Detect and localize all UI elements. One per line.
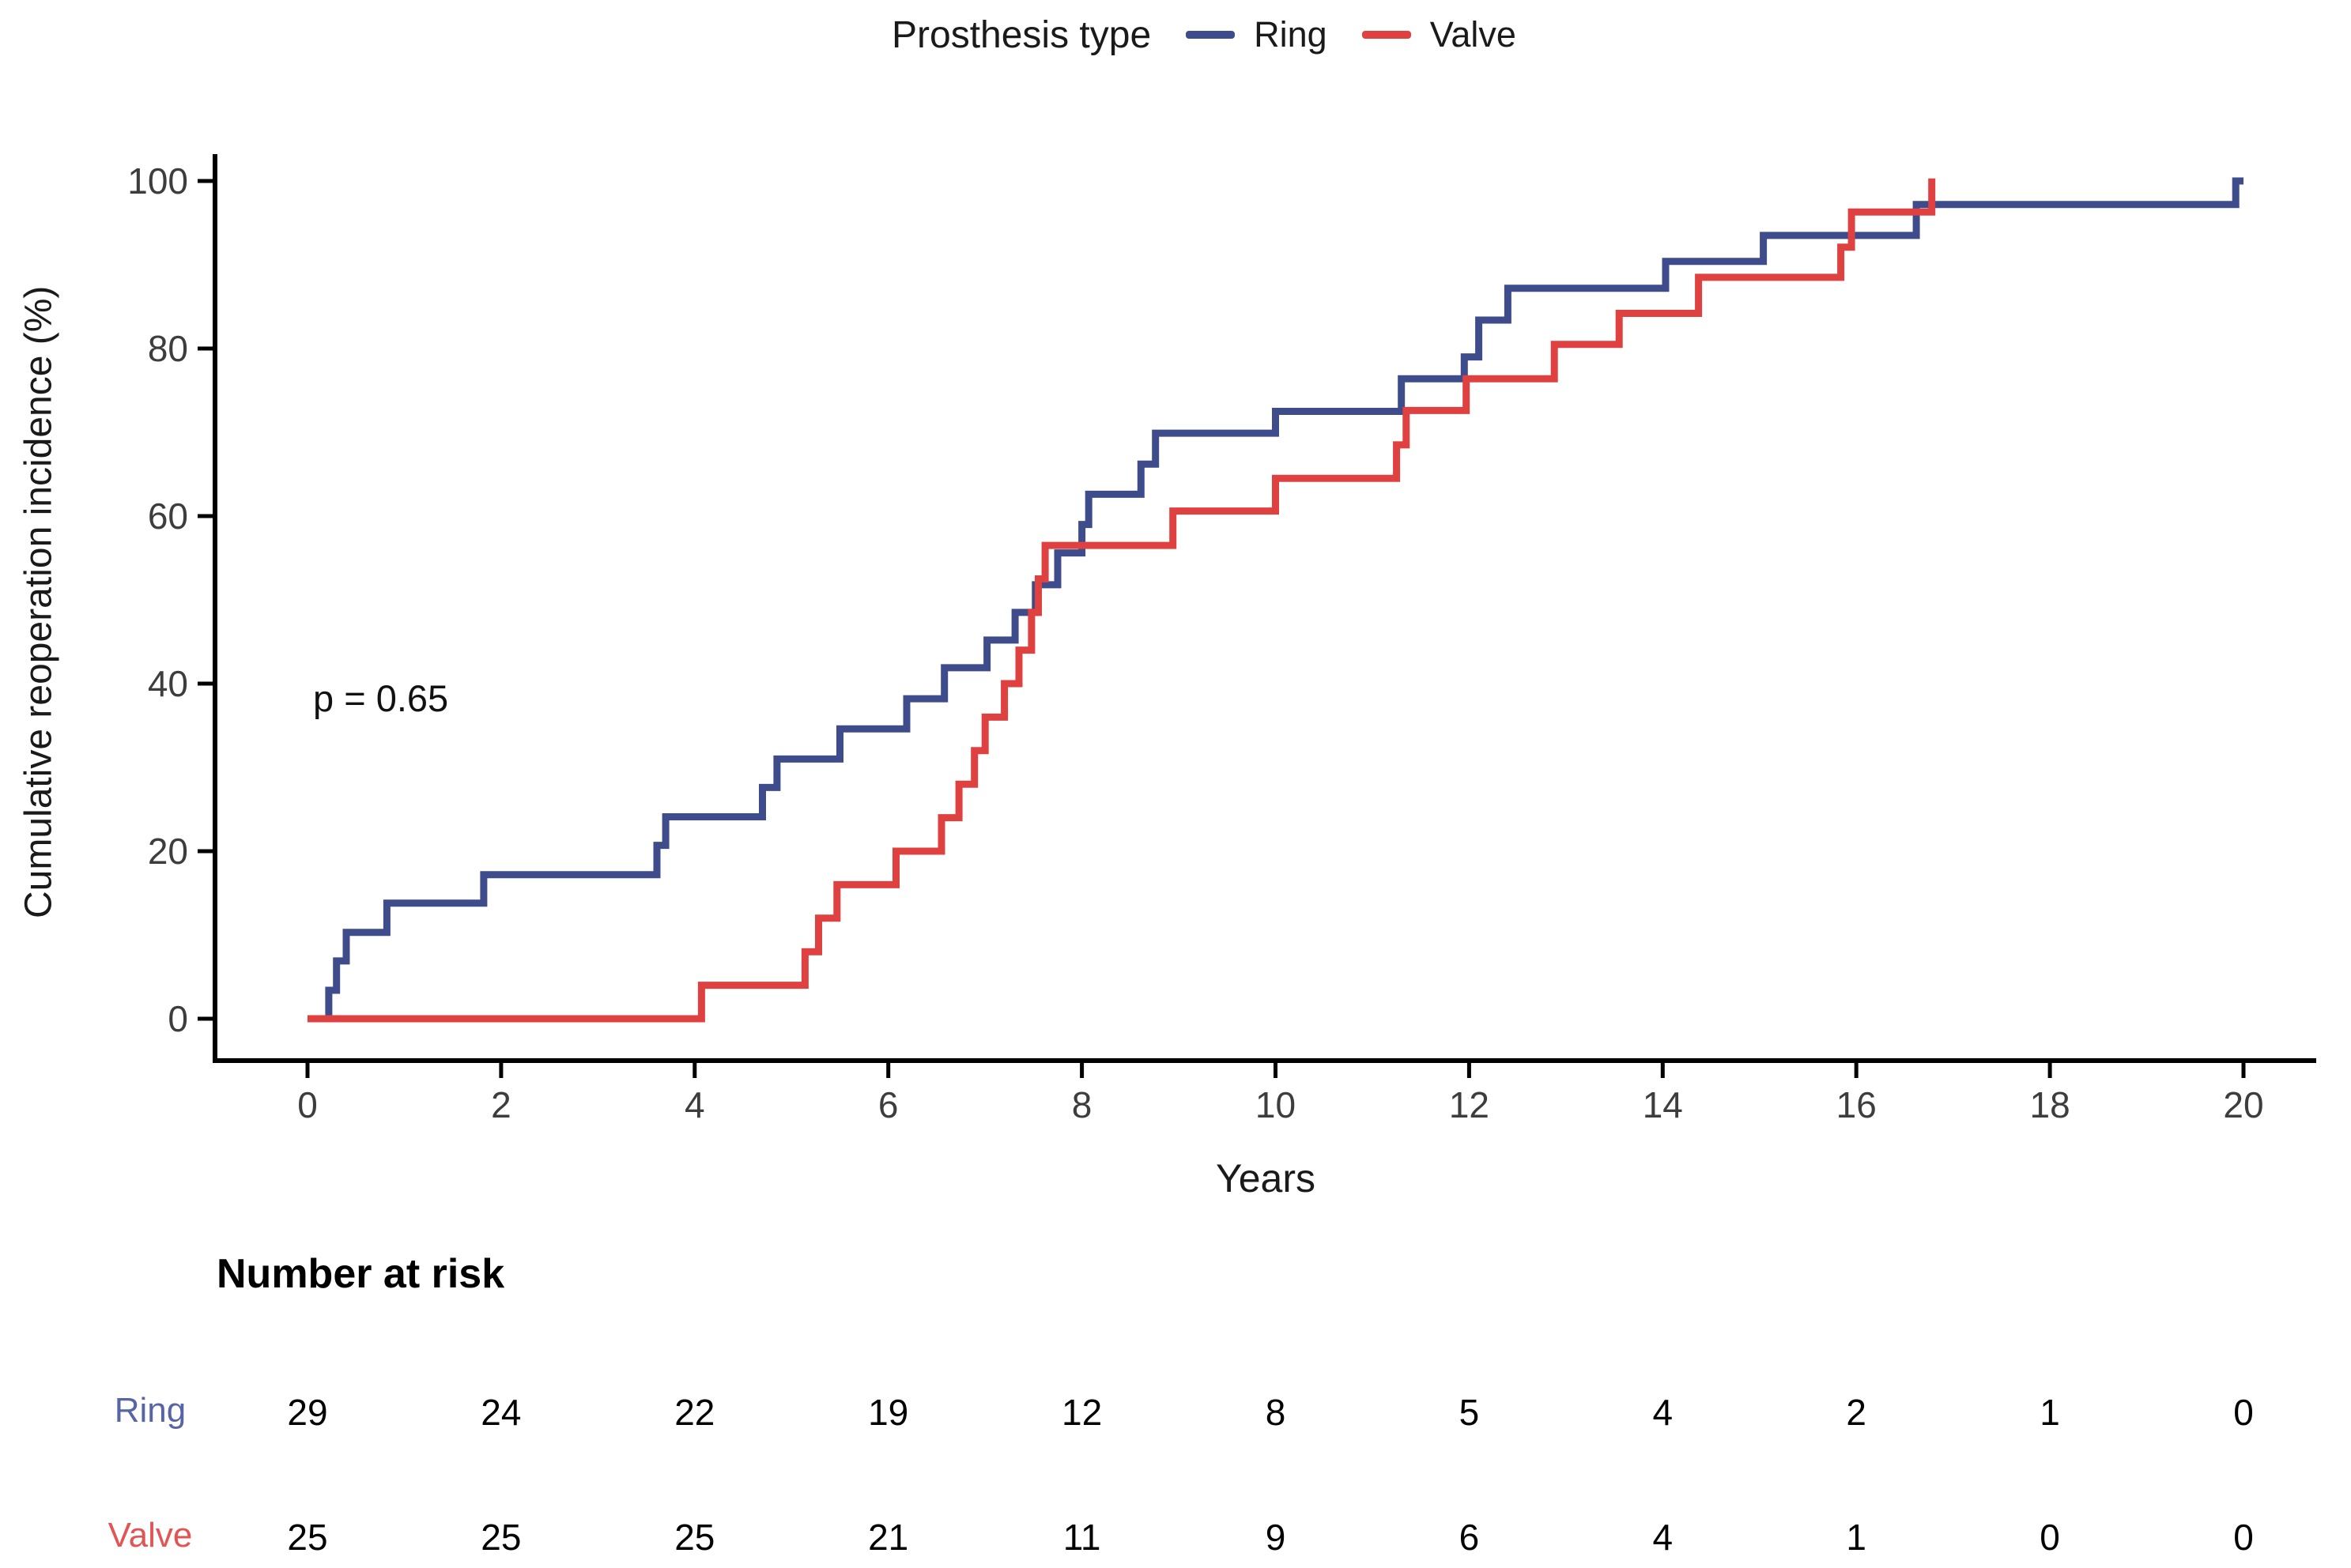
x-tick-label: 18 [2030, 1084, 2070, 1125]
risk-count-valve-y6: 21 [868, 1517, 909, 1558]
y-tick-label: 40 [148, 663, 188, 704]
risk-count-valve-y10: 9 [1265, 1517, 1286, 1558]
y-tick-label: 20 [148, 831, 188, 872]
x-tick-label: 2 [491, 1084, 511, 1125]
ring-line-swatch-icon [1186, 31, 1236, 39]
x-tick-label: 14 [1643, 1084, 1683, 1125]
risk-count-ring-y16: 2 [1846, 1392, 1866, 1433]
legend-item-ring: Ring [1186, 14, 1327, 55]
risk-count-ring-y10: 8 [1265, 1392, 1286, 1433]
risk-count-valve-y4: 25 [674, 1517, 715, 1558]
risk-count-valve-y12: 6 [1459, 1517, 1480, 1558]
x-tick-label: 20 [2223, 1084, 2263, 1125]
risk-count-ring-y0: 29 [287, 1392, 328, 1433]
y-tick-label: 80 [148, 328, 188, 369]
valve-line-swatch-icon [1361, 31, 1411, 39]
legend-label-valve: Valve [1429, 14, 1516, 55]
p-value-annotation: p = 0.65 [313, 677, 449, 719]
legend-item-valve: Valve [1361, 14, 1516, 55]
x-tick-label: 0 [297, 1084, 318, 1125]
risk-count-valve-y20: 0 [2233, 1517, 2254, 1558]
x-tick-label: 10 [1255, 1084, 1296, 1125]
curve-valve [308, 178, 1936, 1023]
x-tick-label: 16 [1836, 1084, 1877, 1125]
legend-label-ring: Ring [1254, 14, 1327, 55]
risk-count-ring-y20: 0 [2233, 1392, 2254, 1433]
risk-count-valve-y16: 1 [1846, 1517, 1866, 1558]
legend: Prosthesis type Ring Valve [892, 5, 1516, 65]
risk-count-valve-y14: 4 [1652, 1517, 1674, 1558]
x-axis-title: Years [1215, 1156, 1316, 1200]
x-tick-label: 6 [878, 1084, 899, 1125]
x-tick-label: 4 [685, 1084, 705, 1125]
risk-count-valve-y8: 11 [1062, 1517, 1101, 1558]
risk-count-valve-y2: 25 [481, 1517, 522, 1558]
risk-count-valve-y0: 25 [287, 1517, 328, 1558]
y-tick-label: 0 [168, 998, 188, 1039]
risk-count-ring-y4: 22 [674, 1392, 715, 1433]
risk-count-ring-y2: 24 [481, 1392, 522, 1433]
risk-count-ring-y18: 1 [2040, 1392, 2060, 1433]
risk-row-label-valve: Valve [108, 1516, 193, 1555]
y-tick-label: 60 [148, 496, 188, 537]
y-axis-title: Cumulative reoperation incidence (%) [17, 285, 60, 919]
curve-ring [308, 177, 2243, 1023]
legend-title: Prosthesis type [892, 13, 1152, 56]
risk-count-ring-y6: 19 [868, 1392, 909, 1433]
risk-count-ring-y14: 4 [1652, 1392, 1674, 1433]
x-tick-label: 12 [1449, 1084, 1489, 1125]
risk-count-ring-y8: 12 [1062, 1392, 1103, 1433]
risk-table-title: Number at risk [217, 1251, 505, 1297]
risk-row-label-ring: Ring [114, 1391, 187, 1430]
x-tick-label: 8 [1072, 1084, 1092, 1125]
risk-count-ring-y12: 5 [1459, 1392, 1480, 1433]
y-tick-label: 100 [127, 160, 188, 202]
risk-count-valve-y18: 0 [2040, 1517, 2060, 1558]
